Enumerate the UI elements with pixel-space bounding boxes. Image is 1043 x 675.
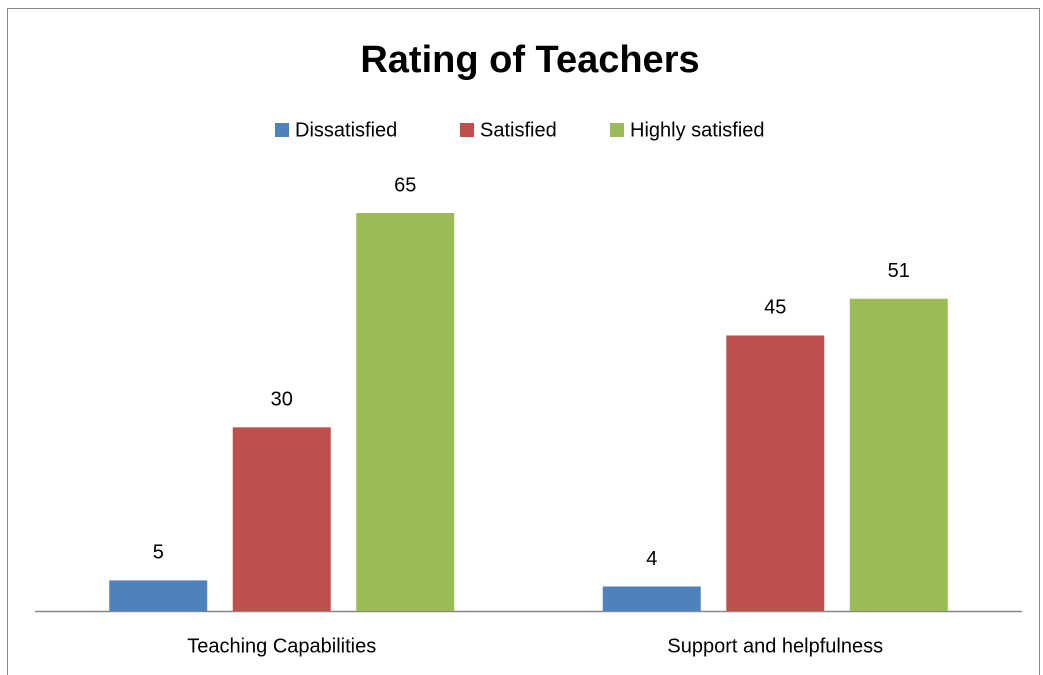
legend-swatch — [275, 123, 289, 137]
bar — [232, 427, 331, 611]
legend-label: Dissatisfied — [295, 119, 397, 141]
legend-label: Highly satisfied — [630, 119, 765, 141]
data-label: 4 — [646, 548, 657, 570]
legend-swatch — [610, 123, 624, 137]
bar — [849, 298, 948, 611]
bar — [356, 213, 455, 611]
chart-title: Rating of Teachers — [360, 39, 699, 81]
x-tick-label: Teaching Capabilities — [187, 635, 376, 657]
data-label: 65 — [394, 174, 416, 196]
data-label: 5 — [153, 542, 164, 564]
data-label: 45 — [764, 297, 786, 319]
data-label: 51 — [888, 260, 910, 282]
bar — [726, 335, 825, 611]
x-tick-label: Support and helpfulness — [667, 635, 883, 657]
legend-swatch — [460, 123, 474, 137]
data-label: 30 — [271, 389, 293, 411]
bar — [109, 580, 208, 611]
legend-label: Satisfied — [480, 119, 557, 141]
bar — [602, 586, 701, 611]
